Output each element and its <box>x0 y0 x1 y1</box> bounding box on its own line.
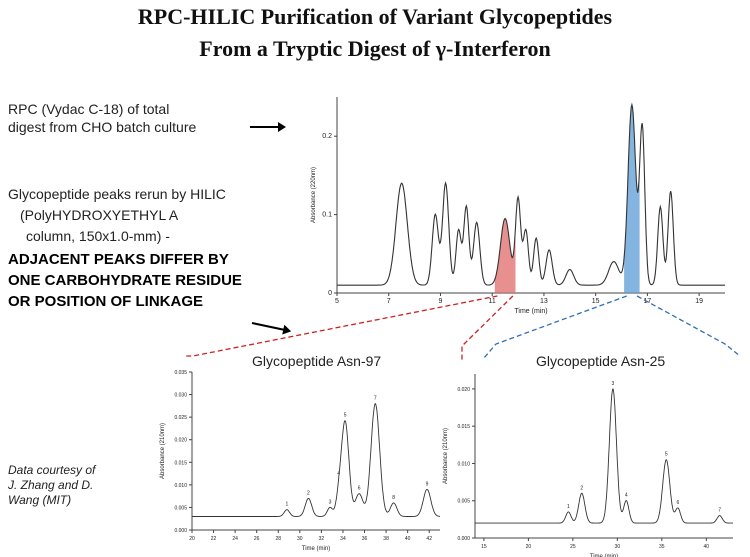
asn97-x-tick-label: 38 <box>383 536 389 542</box>
asn97-peak-label-3: 3 <box>329 499 332 505</box>
red-connector-left <box>186 295 498 357</box>
asn97-y-tick-label: 0.015 <box>174 460 187 466</box>
asn97-x-tick-label: 22 <box>211 536 217 542</box>
courtesy-note: Data courtesy of J. Zhang and D. Wang (M… <box>8 463 95 508</box>
rpc-note-line-1: RPC (Vydac C-18) of total <box>8 101 170 117</box>
asn97-x-tick-label: 26 <box>254 536 260 542</box>
red-connector-right <box>461 295 514 360</box>
asn97-title: Glycopeptide Asn-97 <box>252 353 382 369</box>
asn97-y-tick-label: 0.035 <box>174 370 187 376</box>
asn97-peak-label-8: 8 <box>392 495 395 501</box>
title-line-2: From a Tryptic Digest of γ-Interferon <box>199 36 551 61</box>
hilic-note-line-2: (PolyHYDROXYETHYL A <box>20 207 179 223</box>
asn97-peak-label-5: 5 <box>344 413 347 419</box>
asn97-peak-label-2: 2 <box>307 490 310 496</box>
courtesy-line-2: J. Zhang and D. <box>8 478 94 492</box>
asn25-x-axis-label: Time (min) <box>590 554 618 557</box>
asn97-trace <box>192 403 441 517</box>
asn25-y-axis-label: Absorbance (210nm) <box>443 428 449 484</box>
rpc-x-tick-label: 13 <box>540 298 548 305</box>
title-line-1: RPC-HILIC Purification of Variant Glycop… <box>137 4 613 29</box>
asn25-y-tick-label: 0.000 <box>457 536 470 542</box>
highlight-blue <box>624 104 640 293</box>
rpc-x-tick-label: 5 <box>335 298 339 305</box>
asn97-x-tick-label: 34 <box>340 536 346 542</box>
rpc-arrow <box>250 122 286 132</box>
rpc-x-tick-label: 9 <box>439 298 443 305</box>
asn25-title: Glycopeptide Asn-25 <box>536 353 666 369</box>
asn97-y-tick-label: 0.030 <box>174 393 187 399</box>
asn97-peak-label-1: 1 <box>285 502 288 508</box>
asn25-x-tick-label: 35 <box>659 544 665 550</box>
rpc-x-axis-label: Time (min) <box>514 308 547 315</box>
asn25-x-tick-label: 20 <box>526 544 532 550</box>
asn97-x-tick-label: 40 <box>405 536 411 542</box>
asn25-peak-label-2: 2 <box>580 485 583 491</box>
rpc-x-tick-label: 19 <box>695 298 703 305</box>
rpc-y-tick-label: 0 <box>328 290 332 297</box>
asn25-peak-label-3: 3 <box>612 381 615 387</box>
asn97-x-axis-label: Time (min) <box>302 546 330 552</box>
rpc-x-tick-label: 7 <box>387 298 391 305</box>
asn25-peak-label-6: 6 <box>676 500 679 506</box>
asn25-y-tick-label: 0.020 <box>457 387 470 393</box>
asn97-x-tick-label: 36 <box>362 536 368 542</box>
hilic-note-line-3: column, 150x1.0-mm) - <box>26 228 170 244</box>
asn25-peak-label-1: 1 <box>567 504 570 510</box>
bold-note-line-1: ADJACENT PEAKS DIFFER BY <box>8 251 229 268</box>
asn97-y-tick-label: 0.000 <box>174 528 187 534</box>
asn25-trace <box>475 388 733 524</box>
asn25-x-tick-label: 25 <box>570 544 576 550</box>
asn25-peak-label-5: 5 <box>665 452 668 458</box>
asn97-x-tick-label: 24 <box>232 536 238 542</box>
bold-note-line-3: OR POSITION OF LINKAGE <box>8 293 204 310</box>
asn97-x-tick-label: 32 <box>319 536 325 542</box>
courtesy-line-3: Wang (MIT) <box>8 493 72 507</box>
asn97-x-tick-label: 42 <box>426 536 432 542</box>
asn25-y-tick-label: 0.005 <box>457 499 470 505</box>
rpc-y-axis-label: Absorbance (220nm) <box>311 167 317 223</box>
asn97-y-tick-label: 0.005 <box>174 505 187 511</box>
asn97-peak-label-6: 6 <box>358 486 361 492</box>
courtesy-line-1: Data courtesy of <box>8 463 96 477</box>
asn25-x-tick-label: 15 <box>481 544 487 550</box>
asn97-y-tick-label: 0.025 <box>174 415 187 421</box>
hilic-note-line-1: Glycopeptide peaks rerun by HILIC <box>8 186 226 202</box>
asn97-y-tick-label: 0.010 <box>174 483 187 489</box>
asn97-peak-label-7: 7 <box>374 396 377 402</box>
asn25-x-tick-label: 40 <box>704 544 710 550</box>
asn97-x-tick-label: 30 <box>297 536 303 542</box>
asn97-y-tick-label: 0.020 <box>174 438 187 444</box>
asn25-y-tick-label: 0.010 <box>457 461 470 467</box>
rpc-x-tick-label: 11 <box>489 298 496 305</box>
rpc-note: RPC (Vydac C-18) of total digest from CH… <box>8 100 196 136</box>
asn97-x-tick-label: 28 <box>275 536 281 542</box>
asn97-x-tick-label: 20 <box>189 536 195 542</box>
asn25-y-tick-label: 0.015 <box>457 424 470 430</box>
rpc-note-line-2: digest from CHO batch culture <box>8 119 197 135</box>
blue-connector-right <box>636 295 741 357</box>
asn97-y-axis-label: Absorbance (210nm) <box>160 423 166 479</box>
asn25-peak-label-4: 4 <box>625 493 628 499</box>
asn25-x-tick-label: 30 <box>615 544 621 550</box>
bold-note: ADJACENT PEAKS DIFFER BY ONE CARBOHYDRAT… <box>8 249 242 312</box>
rpc-trace <box>337 102 725 286</box>
hilic-note: Glycopeptide peaks rerun by HILIC (PolyH… <box>8 184 226 247</box>
blue-connector-left <box>483 295 627 359</box>
rpc-y-tick-label: 0.1 <box>322 212 332 219</box>
rpc-x-tick-label: 15 <box>592 298 600 305</box>
asn97-peak-label-4: 4 <box>337 471 340 477</box>
bold-note-line-2: ONE CARBOHYDRATE RESIDUE <box>8 272 242 289</box>
rpc-y-tick-label: 0.2 <box>322 133 332 140</box>
asn97-peak-label-9: 9 <box>426 481 429 487</box>
highlight-red <box>494 218 516 293</box>
asn25-peak-label-7: 7 <box>718 508 721 514</box>
